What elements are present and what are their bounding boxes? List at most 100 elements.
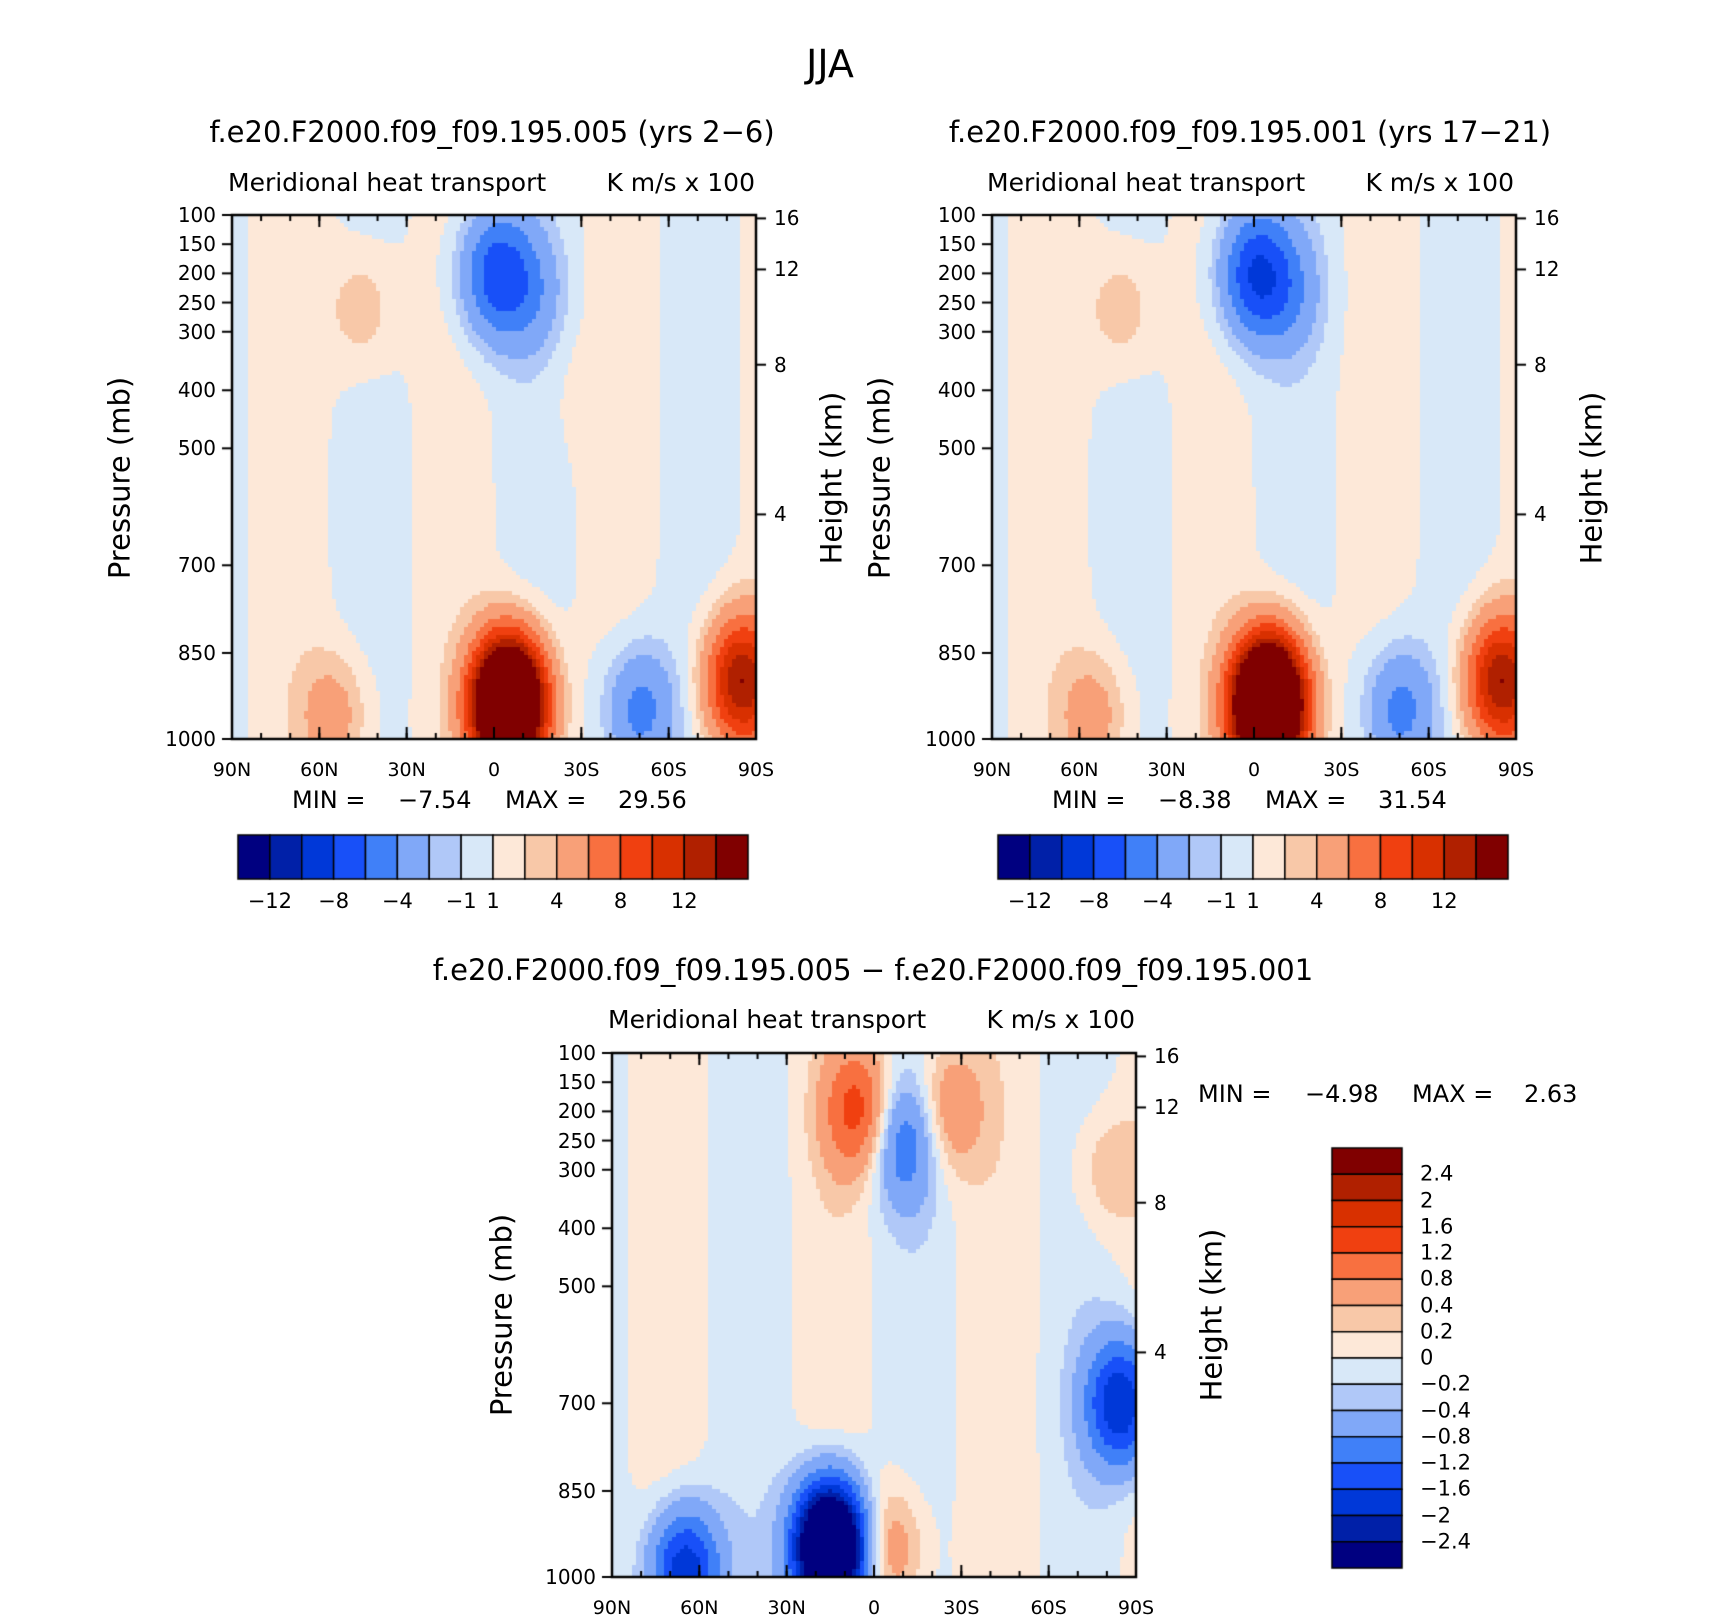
panel2-colorbar-label: 1 — [1246, 889, 1260, 913]
panel1-xtick-label: 30N — [387, 759, 426, 781]
panel1-xtick-label: 90S — [737, 759, 775, 781]
panel2-colorbar-label: −12 — [1007, 889, 1053, 913]
panel3-ytick-right-label: 16 — [1154, 1044, 1180, 1069]
panel1-xtick-label: 30S — [563, 759, 600, 781]
panel2-xtick-label: 90S — [1497, 759, 1535, 781]
panel2-ylabel-right: Height (km) — [1574, 391, 1609, 565]
panel1-ytick-label: 200 — [177, 261, 216, 286]
panel3-ytick-label: 250 — [557, 1128, 596, 1153]
panel1-ytick-label: 100 — [177, 203, 216, 227]
panel2-colorbar-label: −8 — [1078, 889, 1110, 913]
panel3-ytick-label: 500 — [557, 1274, 596, 1299]
panel3-xtick-label: 90N — [592, 1597, 632, 1619]
panel2-colorbar-label: −4 — [1141, 889, 1173, 913]
panel3-ylabel: Pressure (mb) — [484, 1213, 519, 1417]
panel1-subtitle-right: K m/s x 100 — [606, 168, 755, 197]
panel2-title: f.e20.F2000.f09_f09.195.001 (yrs 17−21) — [948, 115, 1552, 149]
panel2-xtick-label: 60S — [1410, 759, 1447, 781]
panel2-ytick-label: 400 — [937, 378, 976, 403]
panel3-colorbar-label: −0.8 — [1420, 1424, 1471, 1449]
panel3-ytick-label: 200 — [557, 1099, 596, 1124]
panel1-ytick-label: 150 — [177, 232, 216, 257]
panel3-ytick-label: 1000 — [545, 1565, 596, 1589]
panel3-xtick-label: 60S — [1030, 1597, 1067, 1619]
panel3-colorbar-label: 2 — [1420, 1188, 1434, 1212]
panel3-ytick-right-label: 12 — [1154, 1095, 1180, 1120]
panel3-colorbar-label: 1.6 — [1420, 1214, 1454, 1239]
panel3-ylabel-right: Height (km) — [1194, 1228, 1229, 1402]
panel3-colorbar-label: −1.6 — [1420, 1476, 1471, 1501]
panel1-title: f.e20.F2000.f09_f09.195.005 (yrs 2−6) — [209, 115, 775, 149]
panel1-colorbar-label: 1 — [486, 889, 500, 913]
panel3-colorbar-label: 0 — [1420, 1345, 1434, 1370]
panel3-ytick-label: 100 — [557, 1041, 596, 1065]
panel3-title: f.e20.F2000.f09_f09.195.005 − f.e20.F200… — [432, 953, 1314, 987]
panel3-subtitle-right: K m/s x 100 — [986, 1005, 1135, 1034]
panel1-colorbar-label: −4 — [381, 889, 413, 913]
panel2-max-value: 31.54 — [1378, 786, 1447, 814]
panel2-colorbar-label: 4 — [1310, 889, 1324, 913]
panel2-ytick-label: 500 — [937, 436, 976, 461]
panel3-ytick-label: 400 — [557, 1216, 596, 1241]
panel1-xtick-label: 90N — [212, 759, 252, 781]
panel2-colorbar-label: 8 — [1373, 889, 1388, 913]
panel3-ytick-right-label: 4 — [1154, 1340, 1167, 1365]
panel3-colorbar-label: −2 — [1420, 1503, 1451, 1527]
panel3-colorbar-label: 0.2 — [1420, 1319, 1454, 1344]
panel2-xtick-label: 90N — [972, 759, 1012, 781]
panel1-ytick-label: 300 — [177, 319, 216, 344]
panel2-max-label: MAX = — [1265, 786, 1347, 814]
panel3-ytick-label: 300 — [557, 1157, 596, 1182]
panel3-min-value: −4.98 — [1305, 1080, 1379, 1108]
panel1-colorbar-label: 4 — [550, 889, 564, 913]
panel2-ytick-label: 200 — [937, 261, 976, 286]
panel3-colorbar-label: 0.4 — [1420, 1293, 1454, 1317]
panel3-colorbar-label: 0.8 — [1420, 1266, 1454, 1291]
panel2-min-label: MIN = — [1052, 786, 1126, 814]
panel2-ytick-label: 250 — [937, 290, 976, 315]
panel1-ytick-right-label: 4 — [774, 502, 787, 527]
panel2-ytick-right-label: 4 — [1534, 502, 1547, 527]
panel2-subtitle-left: Meridional heat transport — [987, 168, 1306, 197]
panel1-ytick-right-label: 12 — [774, 257, 800, 282]
panel2-colorbar-label: −1 — [1205, 889, 1237, 913]
panel3-ytick-label: 150 — [557, 1070, 596, 1095]
panel3-max-value: 2.63 — [1524, 1080, 1578, 1108]
panel1-subtitle-left: Meridional heat transport — [228, 168, 547, 197]
panel2-ytick-label: 1000 — [925, 727, 976, 751]
panel2-ytick-label: 100 — [937, 203, 976, 227]
panel1-ytick-label: 400 — [177, 378, 216, 403]
panel1-ylabel: Pressure (mb) — [102, 376, 137, 580]
panel3-xtick-label: 0 — [867, 1597, 881, 1619]
panel3-max-label: MAX = — [1412, 1080, 1494, 1108]
panel1-colorbar-label: 8 — [613, 889, 628, 913]
panel3-colorbar-label: −2.4 — [1420, 1529, 1471, 1554]
panel1-min-value: −7.54 — [398, 786, 472, 814]
panel2-ylabel: Pressure (mb) — [862, 376, 897, 580]
panel2-ytick-label: 300 — [937, 319, 976, 344]
panel3-colorbar-label: −1.2 — [1420, 1450, 1471, 1475]
panel2-ytick-right-label: 16 — [1534, 206, 1560, 231]
panel3-ytick-right-label: 8 — [1154, 1190, 1167, 1215]
panel1-colorbar-label: −1 — [445, 889, 477, 913]
panel1-ytick-right-label: 16 — [774, 206, 800, 231]
panel2-min-value: −8.38 — [1158, 786, 1232, 814]
panel3-xtick-label: 30S — [943, 1597, 980, 1619]
panel1-colorbar-label: −12 — [247, 889, 293, 913]
panel1-ytick-label: 250 — [177, 290, 216, 315]
panel3-xtick-label: 60N — [680, 1597, 719, 1619]
panel1-colorbar-label: 12 — [670, 889, 698, 913]
panel1-ylabel-right: Height (km) — [814, 391, 849, 565]
panel2-ytick-label: 850 — [937, 640, 976, 665]
panel3-min-label: MIN = — [1198, 1080, 1272, 1108]
panel1-ytick-label: 700 — [177, 553, 216, 578]
panel2-ytick-right-label: 8 — [1534, 352, 1547, 377]
panel3-ytick-label: 700 — [557, 1391, 596, 1416]
panel1-xtick-label: 60S — [650, 759, 687, 781]
panel2-xtick-label: 30N — [1147, 759, 1186, 781]
panel3-colorbar-label: −0.4 — [1420, 1398, 1471, 1422]
panel3-ytick-label: 850 — [557, 1478, 596, 1503]
panel1-xtick-label: 60N — [300, 759, 339, 781]
panel3-colorbar-label: 1.2 — [1420, 1240, 1454, 1265]
